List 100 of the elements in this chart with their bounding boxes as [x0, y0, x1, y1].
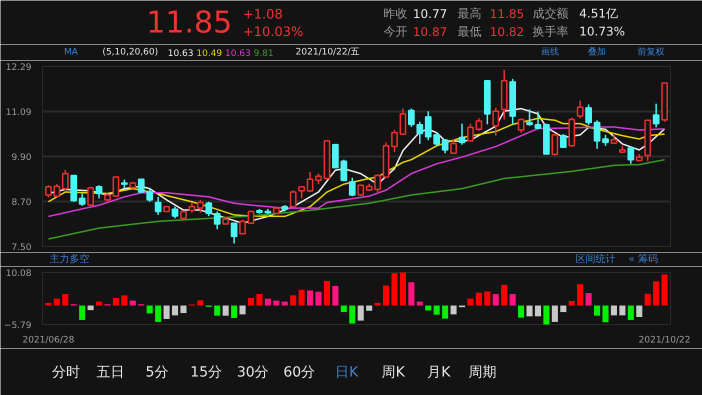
text: 10.63	[168, 49, 194, 59]
bar	[332, 286, 338, 306]
candlestick	[424, 110, 432, 141]
candlestick	[62, 169, 69, 191]
y-tick-label: 7.50	[11, 243, 32, 253]
bar	[628, 306, 634, 320]
bar	[197, 300, 204, 306]
bar	[450, 306, 457, 314]
bar	[307, 290, 314, 306]
candlestick	[627, 146, 634, 165]
bar	[164, 306, 170, 319]
bar	[476, 292, 482, 306]
text: MA	[64, 48, 79, 58]
bar	[298, 290, 305, 306]
text: 昨收	[383, 6, 408, 20]
text: 60分	[283, 364, 316, 380]
text: 9.81	[254, 49, 274, 59]
line-series	[48, 158, 666, 240]
candlestick	[576, 100, 584, 120]
text: 10.73%	[579, 24, 626, 38]
bar	[146, 306, 153, 314]
text: 周K	[382, 364, 406, 380]
bar	[172, 306, 178, 316]
bar	[358, 306, 364, 321]
bar	[501, 284, 508, 306]
bar	[467, 298, 474, 306]
bar	[54, 298, 60, 306]
text: 11.85	[146, 6, 232, 40]
bar	[264, 298, 271, 306]
bar	[96, 302, 102, 306]
bar	[315, 292, 322, 306]
x-tick-label: 2021/06/28	[22, 336, 75, 346]
bar	[543, 306, 550, 324]
bar	[416, 302, 423, 306]
y-tick-label: −5.79	[4, 321, 32, 331]
bar	[594, 306, 600, 316]
text: 10.49	[196, 49, 222, 59]
y-tick-label: 10.08	[6, 269, 32, 279]
candlestick	[518, 118, 524, 134]
candlestick	[551, 133, 558, 156]
text: (5,10,20,60)	[102, 48, 158, 58]
y-tick-label: 12.29	[6, 63, 32, 73]
bar	[484, 291, 490, 306]
bar	[662, 274, 668, 306]
bar	[568, 300, 575, 306]
text: 10.77	[412, 7, 448, 21]
bar	[619, 306, 626, 316]
bar	[586, 293, 592, 306]
bar	[577, 284, 584, 306]
bar	[518, 306, 524, 318]
bar	[492, 294, 499, 306]
x-tick-label: 2021/10/22	[638, 336, 691, 346]
bar	[222, 306, 229, 316]
candlestick	[458, 122, 466, 146]
bar	[644, 294, 651, 306]
text: 前复权	[637, 46, 664, 58]
candlestick	[146, 188, 154, 203]
bar	[526, 306, 533, 316]
bar	[155, 306, 162, 322]
text: 11.85	[490, 7, 524, 21]
text: +1.08	[242, 8, 283, 22]
candlestick	[121, 178, 128, 190]
candlestick	[172, 206, 178, 220]
text: +10.03%	[242, 25, 304, 40]
bar	[130, 300, 136, 306]
candlestick	[585, 104, 592, 126]
text: 日K	[335, 364, 360, 380]
bar	[383, 286, 390, 306]
candlestick	[230, 222, 238, 244]
candlestick	[442, 138, 448, 154]
text: 叠加	[588, 46, 606, 58]
text: 换手率	[532, 24, 569, 38]
bar	[340, 306, 347, 312]
bar	[653, 281, 660, 306]
y-tick-label: 9.90	[11, 152, 32, 163]
text: 10.63	[224, 49, 251, 59]
candlestick	[87, 186, 94, 207]
candlestick	[348, 176, 356, 197]
candlestick	[416, 120, 424, 145]
bar	[366, 306, 372, 311]
candlestick	[408, 108, 415, 128]
bar	[534, 306, 542, 316]
text: 5分	[146, 364, 168, 380]
text: 15分	[190, 364, 222, 380]
bar	[374, 302, 381, 306]
bar	[290, 295, 296, 306]
bar	[248, 298, 254, 306]
bar	[434, 306, 440, 315]
bar	[408, 282, 414, 306]
bar	[282, 302, 288, 306]
text: 月K	[427, 364, 452, 380]
bar	[273, 300, 280, 306]
bar	[256, 294, 262, 306]
candlestick	[433, 132, 440, 147]
bar	[425, 306, 432, 310]
bar	[349, 306, 356, 324]
text: « 筹码	[628, 253, 658, 265]
candlestick	[450, 138, 457, 155]
chart-title: 主力多空	[50, 253, 90, 265]
bar	[636, 306, 642, 317]
